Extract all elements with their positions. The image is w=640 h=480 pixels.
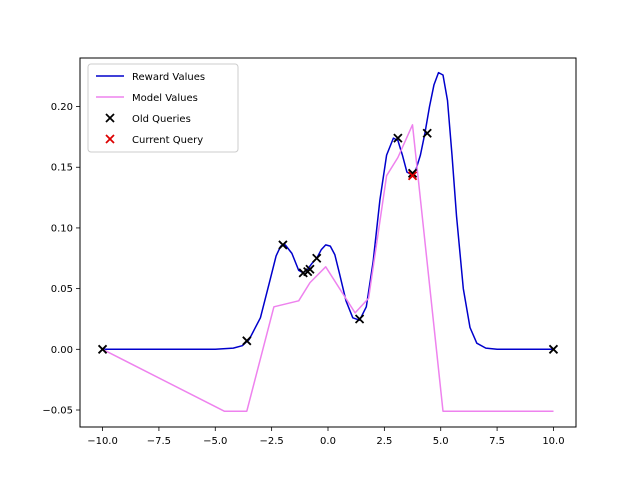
- old-queries-point: [278, 240, 288, 250]
- y-tick-label: −0.05: [42, 406, 73, 417]
- legend-swatch-current-query: [105, 134, 115, 144]
- y-tick-label: 0.05: [51, 284, 73, 295]
- y-axis: −0.05 0.00 0.05 0.10 0.15 0.20: [42, 102, 80, 417]
- y-tick-label: 0.20: [51, 102, 73, 113]
- old-queries-point-stroke-b: [354, 314, 365, 324]
- y-tick-label: 0.10: [51, 223, 73, 234]
- old-queries-point-stroke-b: [312, 253, 322, 263]
- legend-label-old-queries: Old Queries: [132, 114, 191, 125]
- current-query-point: [407, 171, 418, 181]
- old-queries-point: [548, 344, 559, 354]
- old-queries-point: [312, 253, 322, 263]
- old-queries-point: [354, 314, 365, 324]
- x-tick-label: −7.5: [147, 436, 171, 447]
- series-line-model-values: [102, 124, 554, 412]
- old-queries-point: [393, 133, 403, 143]
- old-queries-point-stroke-b: [242, 336, 252, 346]
- x-tick-label: −5.0: [203, 436, 227, 447]
- old-queries-point-stroke-b: [393, 133, 403, 143]
- old-queries-point: [305, 264, 315, 274]
- old-queries-point: [422, 128, 432, 138]
- markers-layer: [97, 128, 559, 354]
- old-queries-point: [407, 168, 418, 178]
- x-tick-label: 5.0: [433, 436, 449, 447]
- old-queries-point-stroke-b: [407, 168, 418, 178]
- x-tick-label: −10.0: [87, 436, 118, 447]
- x-tick-label: 10.0: [542, 436, 564, 447]
- y-tick-label: 0.15: [51, 163, 73, 174]
- legend-swatch-current-query-stroke-b: [105, 134, 115, 144]
- old-queries-point-stroke-b: [278, 240, 288, 250]
- old-queries-point-stroke-b: [548, 344, 559, 354]
- x-axis: −10.0 −7.5 −5.0 −2.5 0.0 2.5 5.0 7.5 10.0: [87, 427, 565, 447]
- old-queries-point: [97, 344, 108, 354]
- old-queries-point: [242, 336, 252, 346]
- legend-label-model-values: Model Values: [132, 93, 198, 104]
- legend-swatch-old-queries: [105, 113, 115, 123]
- legend-box: [87, 63, 239, 153]
- x-tick-label: 2.5: [376, 436, 392, 447]
- old-queries-point-stroke-b: [422, 128, 432, 138]
- legend-swatch-old-queries-stroke-b: [105, 113, 115, 123]
- x-tick-label: −2.5: [259, 436, 283, 447]
- legend-label-reward-values: Reward Values: [132, 72, 205, 83]
- legend: Reward Values Model Values Old Queries Curr…: [87, 63, 239, 153]
- current-query-point-stroke-b: [407, 171, 418, 181]
- x-tick-label: 0.0: [320, 436, 336, 447]
- old-queries-point-stroke-b: [97, 344, 108, 354]
- legend-label-current-query: Current Query: [132, 135, 203, 146]
- y-tick-label: 0.00: [51, 345, 73, 356]
- x-tick-label: 7.5: [489, 436, 505, 447]
- old-queries-point-stroke-b: [305, 264, 315, 274]
